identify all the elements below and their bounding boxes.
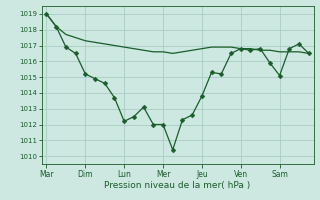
X-axis label: Pression niveau de la mer( hPa ): Pression niveau de la mer( hPa ) [104,181,251,190]
